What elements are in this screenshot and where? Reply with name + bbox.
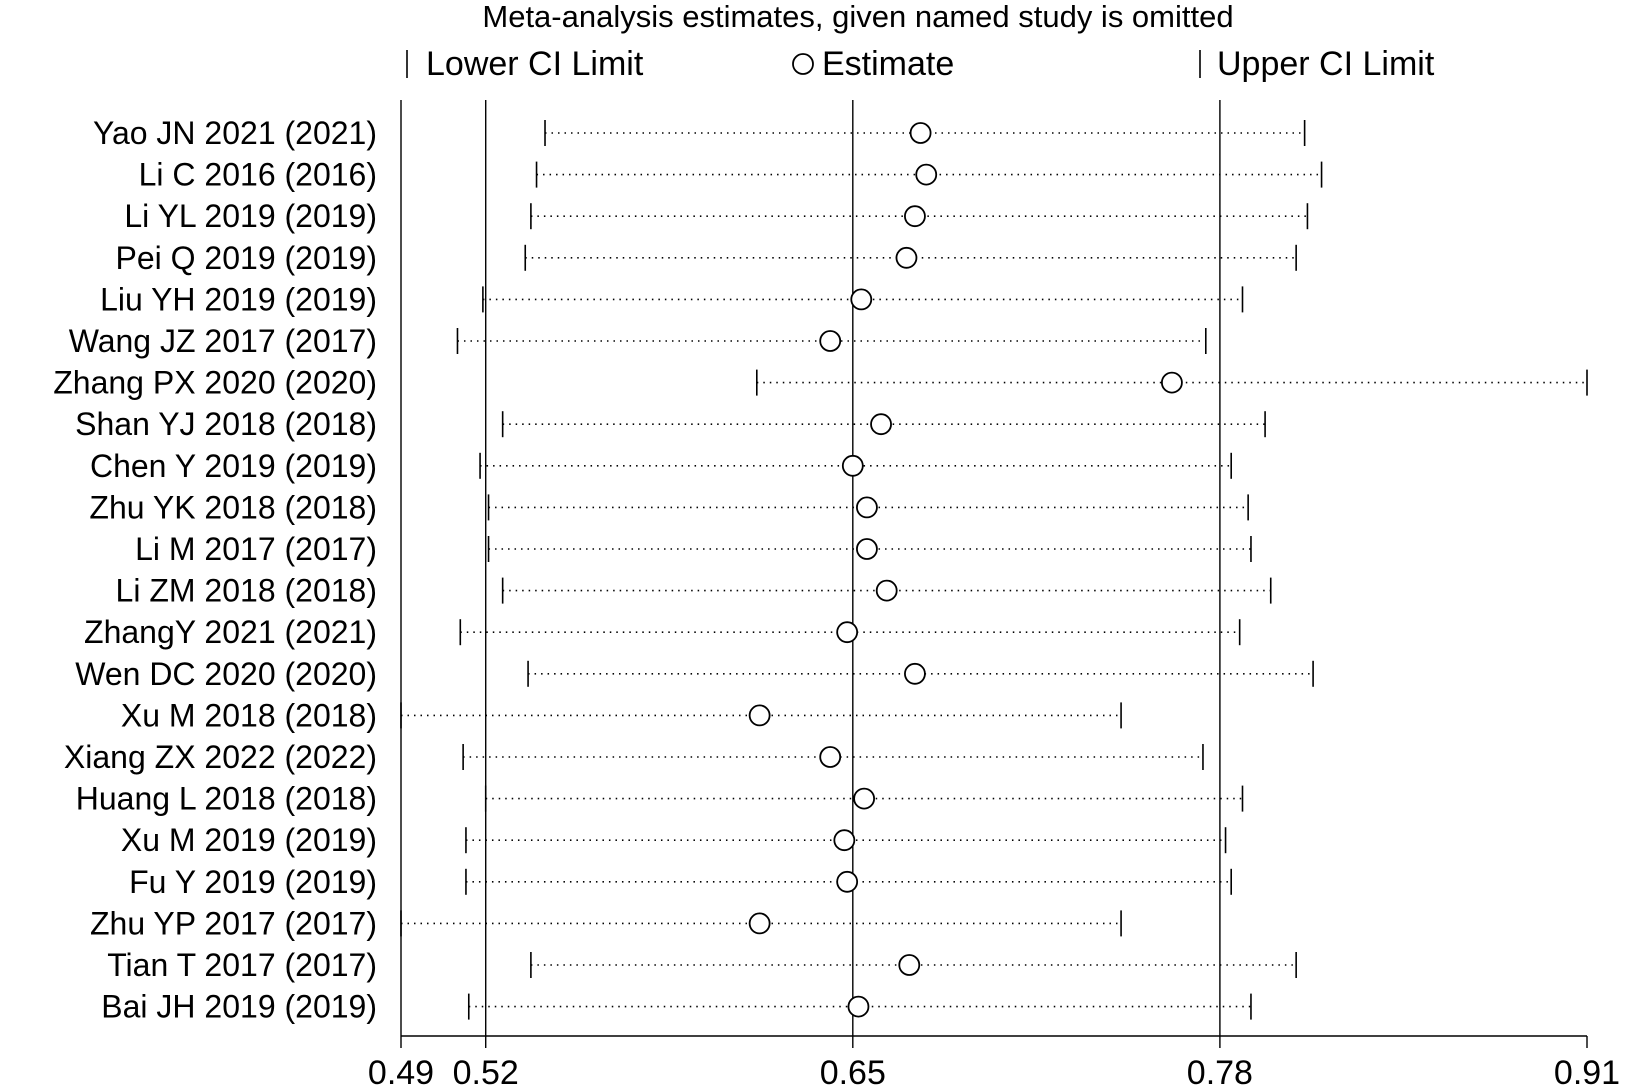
study-row: Shan YJ 2018 (2018)	[75, 406, 1266, 442]
legend-upper-ci-label: Upper CI Limit	[1217, 45, 1435, 83]
estimate-point	[915, 163, 938, 186]
study-label: Shan YJ 2018 (2018)	[75, 406, 377, 442]
estimate-point	[1161, 371, 1183, 394]
estimate-point	[819, 330, 842, 352]
study-row: Yao JN 2021 (2021)	[93, 115, 1306, 151]
x-tick-label: 0.49	[368, 1054, 434, 1092]
estimate-point	[856, 496, 878, 519]
study-row: Zhu YP 2017 (2017)	[90, 905, 1122, 941]
study-label: Wen DC 2020 (2020)	[75, 656, 377, 692]
x-tick-label: 0.65	[820, 1054, 886, 1092]
study-label: Wang JZ 2017 (2017)	[69, 323, 377, 359]
estimate-point	[836, 870, 859, 893]
study-rows: Yao JN 2021 (2021) Li C 2016 (2016) Li YL …	[53, 115, 1588, 1025]
estimate-point	[850, 288, 873, 311]
estimate-point	[895, 246, 918, 269]
estimate-point	[904, 662, 926, 685]
estimate-point	[748, 912, 771, 935]
study-label: Li M 2017 (2017)	[135, 531, 377, 567]
study-label: Fu Y 2019 (2019)	[129, 864, 377, 900]
legend-estimate-label: Estimate	[822, 45, 954, 83]
estimate-point	[819, 746, 842, 768]
study-row: Zhang PX 2020 (2020)	[53, 365, 1588, 401]
study-row: Wen DC 2020 (2020)	[75, 656, 1314, 692]
study-row: Li ZM 2018 (2018)	[116, 573, 1272, 609]
study-label: Pei Q 2019 (2019)	[116, 240, 378, 276]
x-tick-label: 0.52	[453, 1054, 519, 1092]
study-row: Zhu YK 2018 (2018)	[89, 489, 1249, 525]
study-row: Li YL 2019 (2019)	[124, 198, 1309, 234]
legend-lower-ci-label: Lower CI Limit	[426, 45, 644, 83]
estimate-point	[856, 538, 878, 560]
study-row: Pei Q 2019 (2019)	[116, 240, 1297, 276]
study-label: Bai JH 2019 (2019)	[101, 989, 377, 1025]
study-label: Zhang PX 2020 (2020)	[53, 365, 377, 401]
study-row: Chen Y 2019 (2019)	[90, 448, 1232, 484]
study-label: Xiang ZX 2022 (2022)	[64, 739, 377, 775]
study-label: Xu M 2018 (2018)	[121, 697, 377, 733]
study-row: Xu M 2018 (2018)	[121, 697, 1122, 733]
x-axis: 0.49 0.52 0.65 0.78 0.91	[368, 1035, 1620, 1092]
study-row: Li C 2016 (2016)	[139, 157, 1323, 193]
study-label: Li YL 2019 (2019)	[124, 198, 377, 234]
estimate-point	[836, 621, 859, 644]
study-row: ZhangY 2021 (2021)	[84, 614, 1241, 650]
study-label: Xu M 2019 (2019)	[121, 822, 377, 858]
study-label: Liu YH 2019 (2019)	[100, 281, 377, 317]
estimate-point	[853, 787, 876, 810]
study-label: Huang L 2018 (2018)	[76, 781, 377, 817]
study-label: Yao JN 2021 (2021)	[93, 115, 377, 151]
estimate-point	[870, 413, 892, 436]
study-label: ZhangY 2021 (2021)	[84, 614, 377, 650]
study-label: Li ZM 2018 (2018)	[116, 573, 377, 609]
reference-lines	[400, 100, 1221, 1036]
study-label: Zhu YP 2017 (2017)	[90, 905, 377, 941]
study-label: Tian T 2017 (2017)	[107, 947, 377, 983]
estimate-point	[833, 829, 856, 852]
study-label: Li C 2016 (2016)	[139, 157, 377, 193]
estimate-point	[841, 454, 864, 477]
study-label: Chen Y 2019 (2019)	[90, 448, 377, 484]
study-row: Li M 2017 (2017)	[135, 531, 1252, 567]
legend-estimate-symbol	[792, 53, 814, 75]
legend: Lower CI Limit Estimate Upper CI Limit	[406, 45, 1435, 83]
x-tick-label: 0.91	[1554, 1054, 1620, 1092]
x-tick-label: 0.78	[1187, 1054, 1253, 1092]
estimate-point	[875, 579, 898, 602]
study-row: Xu M 2019 (2019)	[121, 822, 1227, 858]
study-label: Zhu YK 2018 (2018)	[89, 489, 377, 525]
study-row: Liu YH 2019 (2019)	[100, 281, 1244, 317]
study-row: Tian T 2017 (2017)	[107, 947, 1297, 983]
study-row: Huang L 2018 (2018)	[76, 781, 1244, 817]
estimate-point	[909, 122, 932, 144]
study-row: Wang JZ 2017 (2017)	[69, 323, 1207, 359]
study-row: Bai JH 2019 (2019)	[101, 989, 1252, 1025]
estimate-point	[904, 205, 926, 228]
estimate-point	[898, 954, 921, 976]
estimate-point	[748, 704, 771, 727]
study-row: Fu Y 2019 (2019)	[129, 864, 1232, 900]
chart-title: Meta-analysis estimates, given named stu…	[482, 0, 1233, 34]
study-row: Xiang ZX 2022 (2022)	[64, 739, 1204, 775]
estimate-point	[847, 995, 870, 1018]
